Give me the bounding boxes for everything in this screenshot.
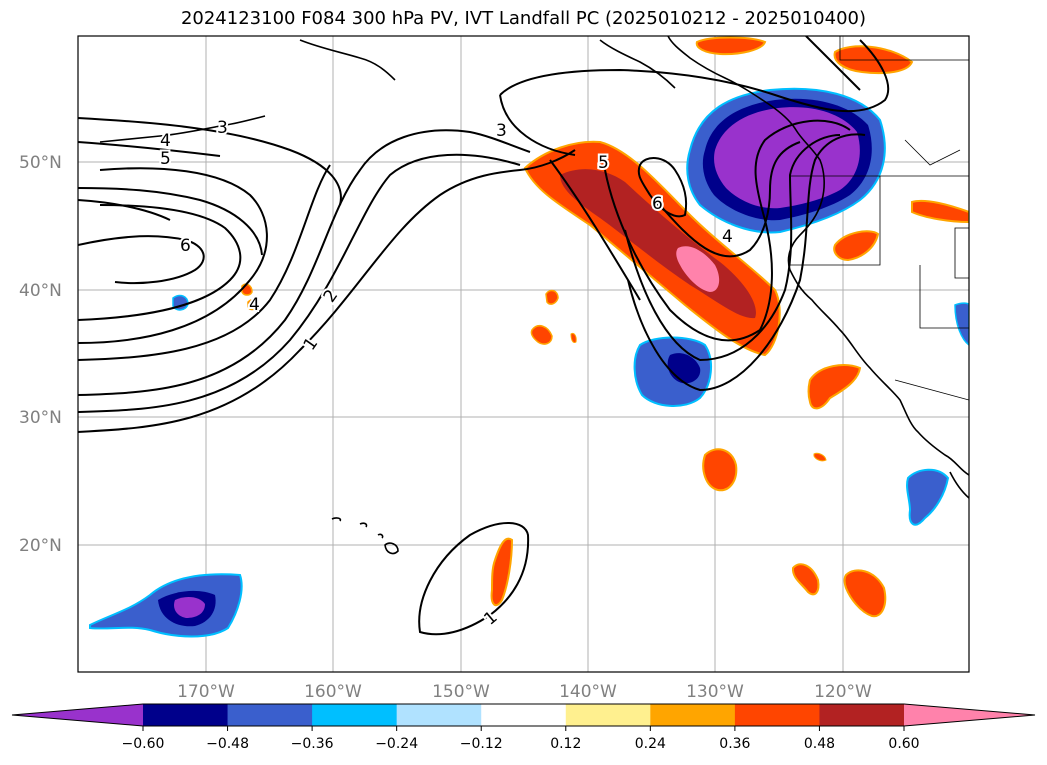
colorbar-segment: [650, 704, 736, 726]
colorbar-tick-label: 0.24: [635, 736, 666, 752]
latitude-labels: 50°N 40°N 30°N 20°N: [19, 153, 62, 556]
colorbar-segment: [565, 704, 651, 726]
colorbar-tick-label: 0.12: [550, 736, 581, 752]
colorbar-extend-min: [12, 704, 143, 726]
lon-label: 160°W: [304, 682, 362, 702]
lon-label: 120°W: [814, 682, 872, 702]
contour-label: 6: [652, 194, 663, 214]
lon-label: 170°W: [177, 682, 235, 702]
borders: [790, 36, 969, 401]
contour-label: 4: [249, 295, 260, 315]
contour-label: 4: [722, 227, 733, 247]
colorbar-tick-label: −0.60: [122, 736, 165, 752]
lat-label: 40°N: [19, 281, 62, 301]
ivt-shading: [89, 36, 969, 638]
colorbar-segment: [227, 704, 313, 726]
colorbar-tick-label: −0.24: [375, 736, 418, 752]
lon-label: 130°W: [686, 682, 744, 702]
colorbar-extend-max: [904, 704, 1035, 726]
contour-label: 3: [217, 118, 228, 138]
colorbar-tick-label: 0.48: [804, 736, 835, 752]
lat-label: 30°N: [19, 408, 62, 428]
colorbar-segment: [143, 704, 229, 726]
contour-label: 4: [160, 131, 171, 151]
contour-label: 5: [598, 153, 609, 173]
longitude-labels: 170°W 160°W 150°W 140°W 130°W 120°W: [177, 682, 872, 702]
colorbar-tick-label: −0.36: [291, 736, 334, 752]
lon-label: 140°W: [559, 682, 617, 702]
lat-label: 50°N: [19, 153, 62, 173]
colorbar-tick-label: 0.36: [719, 736, 750, 752]
colorbar: −0.60 −0.48 −0.36 −0.24 −0.12 0.12 0.24 0.36 0.4…: [11, 703, 1036, 752]
colorbar-segment: [481, 704, 567, 726]
map-title: 2024123100 F084 300 hPa PV, IVT Landfall…: [180, 8, 867, 29]
lon-label: 150°W: [432, 682, 490, 702]
colorbar-segment: [819, 704, 905, 726]
colorbar-tick-label: 0.60: [888, 736, 919, 752]
colorbar-segment: [734, 704, 820, 726]
colorbar-segment: [396, 704, 482, 726]
pv-contours: [78, 36, 890, 636]
contour-label: 5: [160, 149, 171, 169]
map-frame: [77, 35, 970, 673]
colorbar-tick-label: −0.48: [206, 736, 249, 752]
colorbar-tick-label: −0.12: [460, 736, 503, 752]
lat-label: 20°N: [19, 536, 62, 556]
contour-label: 3: [496, 121, 507, 141]
contour-label: 6: [180, 236, 191, 256]
colorbar-segment: [312, 704, 398, 726]
